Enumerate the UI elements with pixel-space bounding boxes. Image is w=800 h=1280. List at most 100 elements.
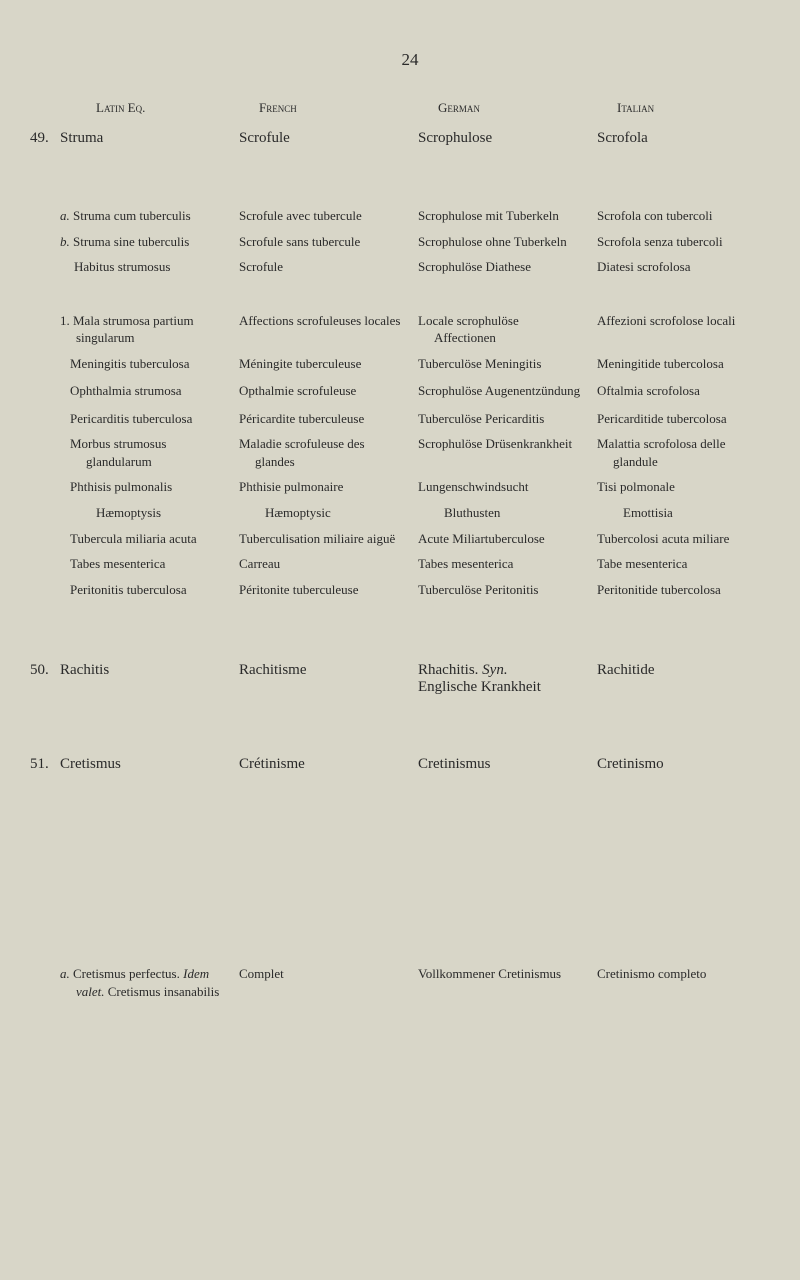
cell: Meningitis tuberculosa: [60, 355, 223, 373]
entry-51: 51.Cretismus Crétinisme Cretinismus Cret…: [60, 756, 760, 797]
entry-50-latin: 50.Rachitis: [60, 662, 223, 696]
cell: Scrophulöse Augenentzündung: [418, 382, 581, 400]
cell: Habitus strumosus: [60, 258, 223, 276]
cell: Affections scrofuleuses locales: [239, 312, 402, 347]
cell: Phthisie pulmonaire: [239, 478, 402, 496]
cell: Scrofola senza tubercoli: [597, 233, 760, 251]
cell: Meningitide tubercolosa: [597, 355, 760, 373]
cell: Scrophulöse Drüsenkrankheit: [418, 435, 581, 470]
sub1-row-8: Tabes mesenterica Carreau Tabes mesenter…: [60, 555, 760, 573]
cell: 1. Mala strumosa partium singularum: [60, 312, 223, 347]
entry-latin-text: Struma: [60, 130, 103, 146]
entry-49-french: Scrofule: [239, 130, 402, 147]
entry-num: 50.: [30, 662, 49, 679]
sub-row-habitus: Habitus strumosus Scrofule Scrophulöse D…: [60, 258, 760, 276]
page-number: 24: [60, 50, 760, 70]
sub1-row-1: Meningitis tuberculosa Méningite tubercu…: [60, 355, 760, 373]
sub1-row-3: Pericarditis tuberculosa Péricardite tub…: [60, 410, 760, 428]
sub1-row-0: 1. Mala strumosa partium singularum Affe…: [60, 312, 760, 347]
cell: Tabes mesenterica: [60, 555, 223, 573]
syn-label: Syn.: [482, 662, 507, 678]
cell: Tuberculöse Peritonitis: [418, 581, 581, 599]
cell: Scrofule sans tubercule: [239, 233, 402, 251]
cell: Opthalmie scrofuleuse: [239, 382, 402, 400]
text: Rachitis: [60, 662, 109, 678]
cell: Scrofule: [239, 258, 402, 276]
cell: Acute Miliartuberculose: [418, 530, 581, 548]
cell: Emottisia: [597, 504, 760, 522]
cell: Péricardite tuberculeuse: [239, 410, 402, 428]
cell: Malattia scrofolosa delle glandule: [597, 435, 760, 470]
cell: Scrophulose mit Tuberkeln: [418, 207, 581, 225]
cell: b. Struma sine tuberculis: [60, 233, 223, 251]
label-a: a.: [60, 966, 70, 981]
cell: Affezioni scrofolose locali: [597, 312, 760, 347]
cell: a. Struma cum tuberculis: [60, 207, 223, 225]
cell: Tuberculisation miliaire aiguë: [239, 530, 402, 548]
header-row: Latin Eq. French German Italian: [60, 100, 760, 122]
cell: Tabes mesenterica: [418, 555, 581, 573]
cell: Vollkommener Cretinismus: [418, 965, 581, 1000]
entry-51-french: Crétinisme: [239, 756, 402, 773]
text: Struma cum tuberculis: [73, 208, 191, 223]
cell: Peritonitis tuberculosa: [60, 581, 223, 599]
entry-50: 50.Rachitis Rachitisme Rhachitis. Syn.En…: [60, 662, 760, 720]
sub51-row-a: a. Cretismus perfectus. Idem valet. Cret…: [60, 965, 760, 1000]
text: Rhachitis.: [418, 662, 478, 678]
cell: Méningite tuberculeuse: [239, 355, 402, 373]
cell: Carreau: [239, 555, 402, 573]
cell: Tuberculöse Meningitis: [418, 355, 581, 373]
entry-num: 51.: [30, 756, 49, 773]
sub1-row-2: Ophthalmia strumosa Opthalmie scrofuleus…: [60, 382, 760, 400]
entry-50-french: Rachitisme: [239, 662, 402, 696]
cell: Lungenschwindsucht: [418, 478, 581, 496]
text: Cretismus: [60, 756, 121, 772]
text: Cretismus perfectus.: [73, 966, 180, 981]
cell: Tuberculöse Pericarditis: [418, 410, 581, 428]
cell: Tubercula miliaria acuta: [60, 530, 223, 548]
cell: Scrophulose ohne Tuberkeln: [418, 233, 581, 251]
cell: Scrophulöse Diathese: [418, 258, 581, 276]
sub1-row-9: Peritonitis tuberculosa Péritonite tuber…: [60, 581, 760, 599]
entry-50-italian: Rachitide: [597, 662, 760, 696]
cell: Cretinismo completo: [597, 965, 760, 1000]
text: Struma sine tuberculis: [73, 234, 189, 249]
cell: Maladie scrofuleuse des glandes: [239, 435, 402, 470]
cell: Scrofule avec tubercule: [239, 207, 402, 225]
col-header-french: French: [239, 100, 402, 116]
cell: Péritonite tuberculeuse: [239, 581, 402, 599]
entry-num: 49.: [30, 130, 49, 147]
cell: a. Cretismus perfectus. Idem valet. Cret…: [60, 965, 223, 1000]
label-a: a.: [60, 208, 70, 223]
entry-51-german: Cretinismus: [418, 756, 581, 773]
cell: Ophthalmia strumosa: [60, 382, 223, 400]
entry-51-italian: Cretinismo: [597, 756, 760, 773]
text: Cretismus insanabilis: [108, 984, 220, 999]
cell: Phthisis pulmonalis: [60, 478, 223, 496]
entry-49-italian: Scrofola: [597, 130, 760, 147]
cell: Tubercolosi acuta miliare: [597, 530, 760, 548]
cell: Diatesi scrofolosa: [597, 258, 760, 276]
cell: Tisi polmonale: [597, 478, 760, 496]
col-header-italian: Italian: [597, 100, 760, 116]
col-header-latin: Latin Eq.: [60, 100, 223, 116]
cell: Hæmoptysic: [239, 504, 402, 522]
cell: Pericarditide tubercolosa: [597, 410, 760, 428]
text: Englische Krankheit: [418, 679, 541, 695]
cell: Hæmoptysis: [60, 504, 223, 522]
col-header-german: German: [418, 100, 581, 116]
entry-49: 49.Struma Scrofule Scrophulose Scrofola: [60, 130, 760, 171]
cell: Scrofola con tubercoli: [597, 207, 760, 225]
cell: Complet: [239, 965, 402, 1000]
cell: Pericarditis tuberculosa: [60, 410, 223, 428]
entry-50-german: Rhachitis. Syn.Englische Krankheit: [418, 662, 581, 696]
cell: Locale scrophulöse Affectionen: [418, 312, 581, 347]
label-b: b.: [60, 234, 70, 249]
sub-row-a: a. Struma cum tuberculis Scrofule avec t…: [60, 207, 760, 225]
sub1-row-5: Phthisis pulmonalis Phthisie pulmonaire …: [60, 478, 760, 496]
sub1-row-7: Tubercula miliaria acuta Tuberculisation…: [60, 530, 760, 548]
entry-51-latin: 51.Cretismus: [60, 756, 223, 773]
cell: Tabe mesenterica: [597, 555, 760, 573]
entry-49-latin: 49.Struma: [60, 130, 223, 147]
cell: Morbus strumosus glandularum: [60, 435, 223, 470]
